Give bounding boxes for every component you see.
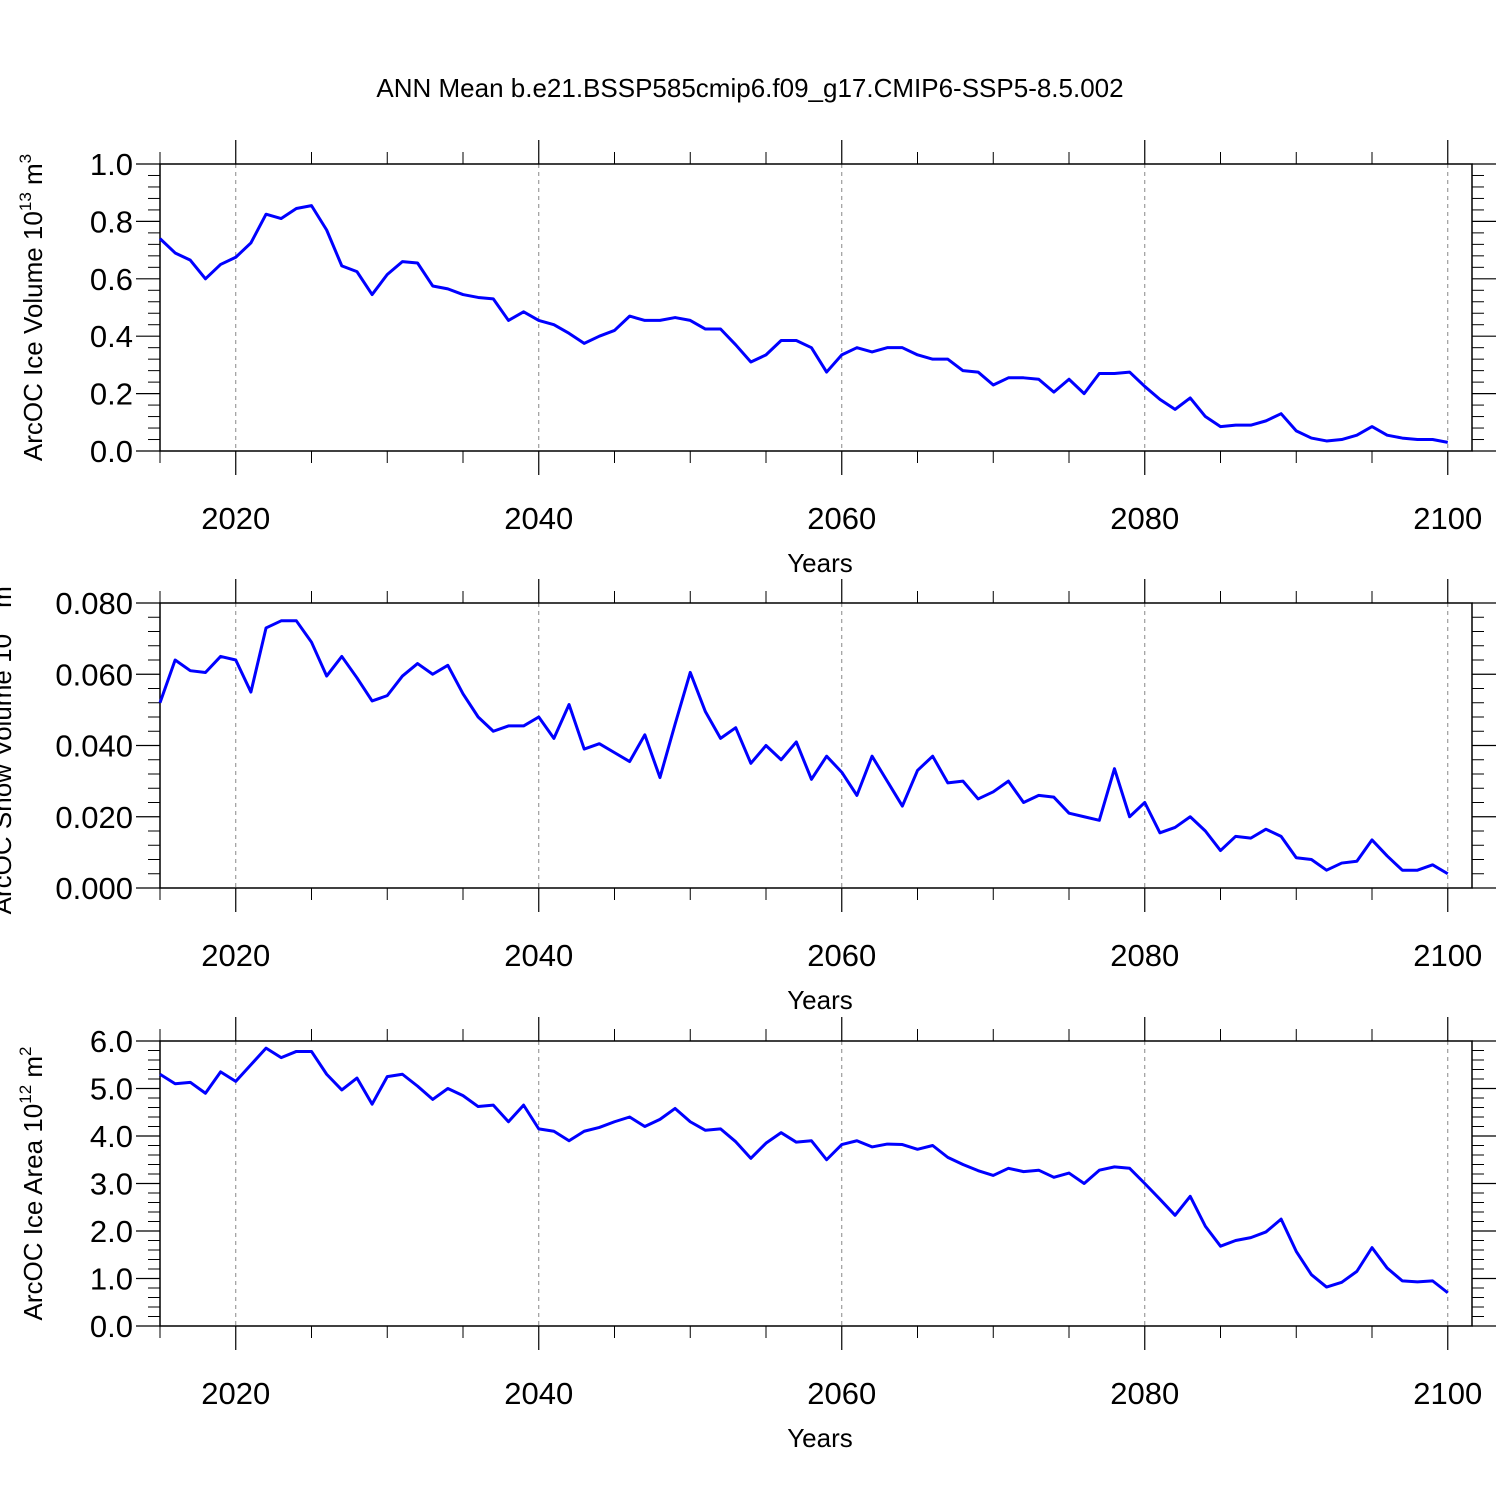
x-tick-label: 2100 <box>1413 1376 1482 1411</box>
x-axis-label: Years <box>787 548 853 578</box>
x-tick-label: 2080 <box>1110 501 1179 536</box>
y-axis-label-unit-power: 3 <box>16 154 35 163</box>
y-tick-label: 5.0 <box>90 1072 133 1107</box>
plot-frame <box>159 1040 1473 1327</box>
y-axis-label-text: ArcOC Ice Area 10 <box>18 1104 48 1321</box>
y-axis-label: ArcOC Ice Area 1012 m2 <box>16 1046 48 1320</box>
y-tick-label: 4.0 <box>90 1119 133 1154</box>
x-tick-label: 2040 <box>504 501 573 536</box>
y-tick-label: 0.4 <box>90 319 133 354</box>
y-axis-label-power: 13 <box>16 192 35 211</box>
x-tick-label: 2080 <box>1110 938 1179 973</box>
x-tick-label: 2100 <box>1413 938 1482 973</box>
y-tick-label: 0.2 <box>90 377 133 412</box>
y-tick-label: 0.060 <box>55 657 133 692</box>
x-tick-label: 2020 <box>201 1376 270 1411</box>
x-tick-label: 2040 <box>504 1376 573 1411</box>
data-line <box>158 204 1449 444</box>
x-tick-label: 2060 <box>807 1376 876 1411</box>
y-tick-label: 0.040 <box>55 729 133 764</box>
y-tick-label: 2.0 <box>90 1214 133 1249</box>
y-tick-label: 1.0 <box>90 147 133 182</box>
x-tick-label: 2060 <box>807 501 876 536</box>
y-tick-label: 6.0 <box>90 1024 133 1059</box>
y-tick-label: 0.020 <box>55 800 133 835</box>
y-axis-label-unit-power: 2 <box>16 1046 35 1055</box>
x-tick-label: 2060 <box>807 938 876 973</box>
y-tick-label: 0.8 <box>90 204 133 239</box>
y-axis-label: ArcOC Snow Volume 1013 m3 <box>0 577 17 915</box>
x-tick-label: 2020 <box>201 501 270 536</box>
y-tick-label: 0.080 <box>55 586 133 621</box>
x-tick-label: 2020 <box>201 938 270 973</box>
data-line <box>158 619 1449 876</box>
y-axis-label-unit: m <box>18 1056 48 1085</box>
y-axis-label: ArcOC Ice Volume 1013 m3 <box>16 154 48 461</box>
data-line <box>159 1046 1449 1294</box>
x-axis-label: Years <box>787 985 853 1015</box>
y-axis-label-unit-power: 3 <box>0 577 4 586</box>
x-tick-label: 2040 <box>504 938 573 973</box>
y-axis-label-unit: m <box>18 163 48 192</box>
y-axis-label-text: ArcOC Ice Volume 10 <box>18 211 48 461</box>
x-tick-label: 2080 <box>1110 1376 1179 1411</box>
y-axis-label-unit: m <box>0 586 17 615</box>
y-axis-label-power: 13 <box>0 615 4 634</box>
plot-frame <box>159 602 1473 889</box>
plot-frame <box>159 163 1473 452</box>
y-tick-label: 0.6 <box>90 262 133 297</box>
y-tick-label: 1.0 <box>90 1262 133 1297</box>
y-axis-label-power: 12 <box>16 1085 35 1104</box>
figure-title: ANN Mean b.e21.BSSP585cmip6.f09_g17.CMIP… <box>376 73 1123 103</box>
x-tick-label: 2100 <box>1413 501 1482 536</box>
y-tick-label: 3.0 <box>90 1167 133 1202</box>
y-tick-label: 0.0 <box>90 434 133 469</box>
y-tick-label: 0.000 <box>55 871 133 906</box>
y-axis-label-text: ArcOC Snow Volume 10 <box>0 634 17 914</box>
x-axis-label: Years <box>787 1423 853 1453</box>
y-tick-label: 0.0 <box>90 1309 133 1344</box>
